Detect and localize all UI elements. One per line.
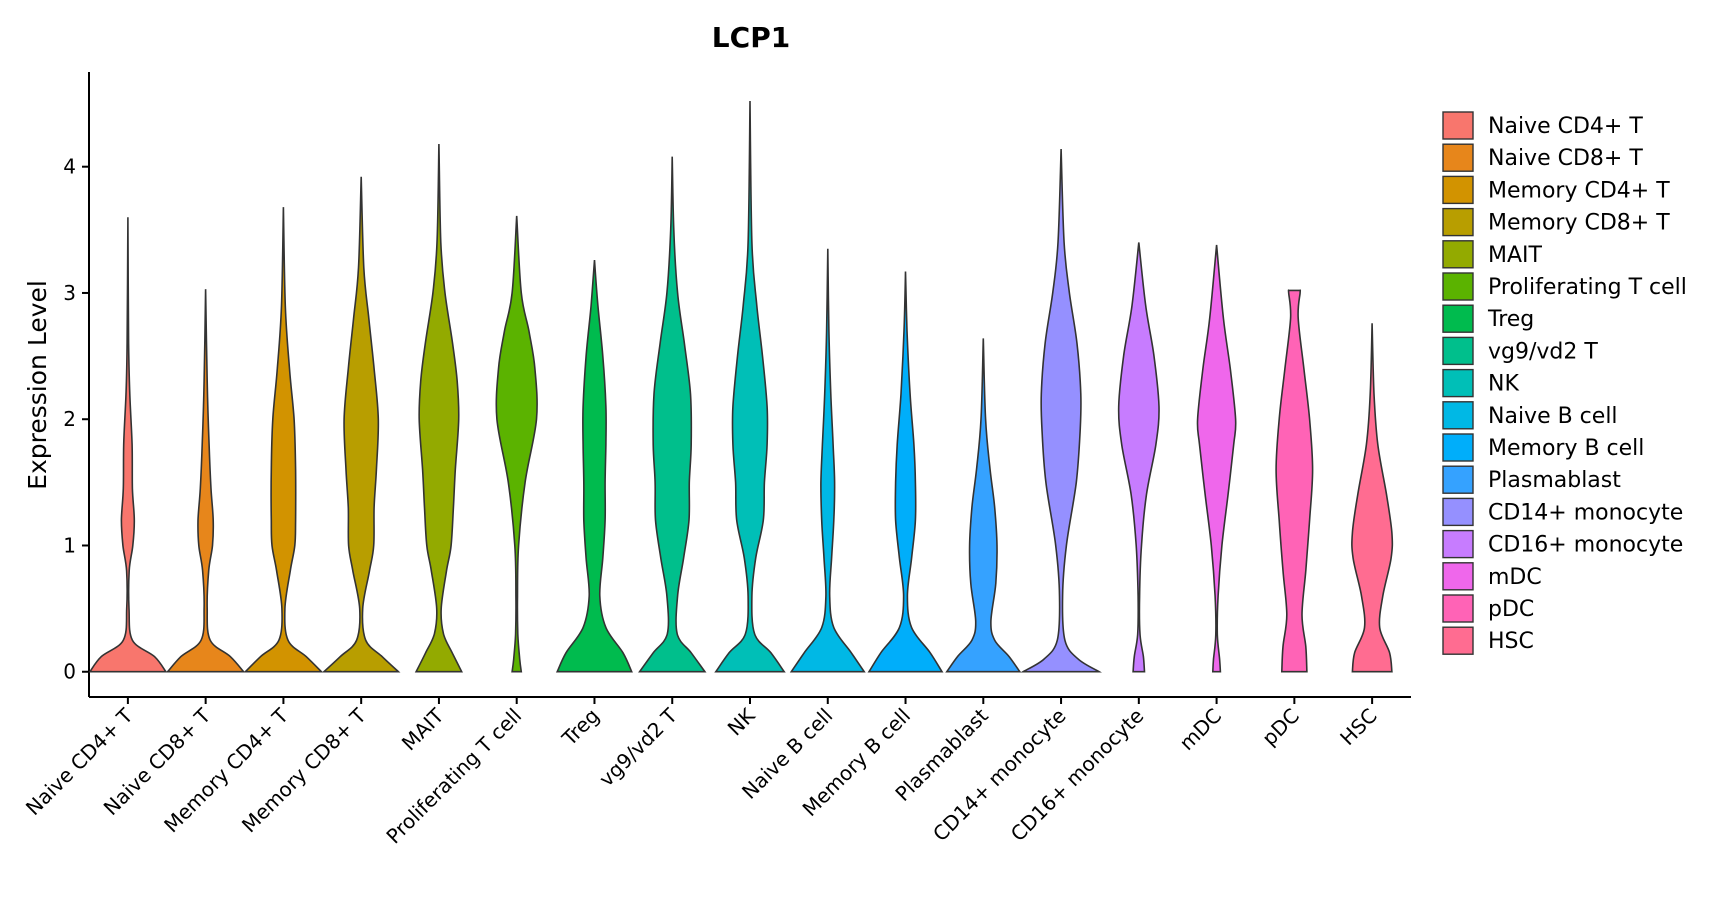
- legend-key: [1442, 562, 1474, 591]
- legend-key: [1442, 207, 1474, 237]
- legend-label: Memory CD4+ T: [1488, 178, 1670, 203]
- legend-key: [1442, 368, 1474, 398]
- violin-14: [1196, 244, 1237, 673]
- y-tick-label: 0: [63, 660, 76, 684]
- x-tick-label: MAIT: [397, 703, 449, 755]
- legend-label: MAIT: [1488, 243, 1543, 268]
- x-tick-label: CD16+ monocyte: [1006, 704, 1149, 847]
- legend-label: pDC: [1488, 597, 1534, 622]
- legend-key: [1442, 175, 1474, 205]
- violin-16: [1351, 323, 1394, 673]
- violin-8: [714, 100, 786, 673]
- legend-key: [1442, 111, 1474, 140]
- x-tick-label: Proliferating T cell: [381, 704, 526, 849]
- legend-label: Memory CD8+ T: [1488, 211, 1670, 236]
- legend-label: Naive CD8+ T: [1488, 146, 1643, 171]
- legend-key: [1442, 465, 1474, 494]
- legend-key: [1442, 304, 1474, 333]
- legend-label: HSC: [1488, 629, 1534, 654]
- legend-key: [1442, 594, 1474, 623]
- legend-label: NK: [1488, 372, 1519, 397]
- violin-9: [789, 248, 866, 673]
- violin-10: [867, 271, 944, 673]
- legend-label: Memory B cell: [1488, 436, 1644, 461]
- legend-label: Naive CD4+ T: [1488, 114, 1643, 139]
- violin-7: [638, 156, 707, 673]
- violin-15: [1275, 289, 1314, 673]
- legend-label: Proliferating T cell: [1488, 275, 1687, 300]
- legend-label: mDC: [1488, 565, 1542, 590]
- legend-key: [1442, 497, 1474, 527]
- legend-key: [1442, 401, 1474, 430]
- chart-title: LCP1: [712, 21, 790, 54]
- y-axis-label: Expression Level: [23, 280, 52, 490]
- legend-key: [1442, 529, 1474, 559]
- y-tick-label: 2: [63, 407, 76, 431]
- legend-label: Plasmablast: [1488, 468, 1621, 493]
- legend-label: vg9/vd2 T: [1488, 339, 1598, 364]
- violin-6: [555, 260, 633, 673]
- y-tick-label: 1: [63, 533, 76, 557]
- legend-label: Treg: [1487, 307, 1534, 332]
- legend-key: [1442, 626, 1474, 655]
- x-tick-label: mDC: [1175, 704, 1227, 756]
- y-tick-label: 4: [63, 155, 76, 179]
- x-tick-label: pDC: [1257, 704, 1304, 751]
- legend-label: Naive B cell: [1488, 404, 1618, 429]
- x-tick-label: NK: [723, 703, 760, 740]
- x-tick-label: CD14+ monocyte: [928, 704, 1071, 847]
- legend-key: [1442, 240, 1474, 269]
- violin-0: [88, 217, 168, 673]
- violin-12: [1020, 148, 1102, 673]
- legend-key: [1442, 336, 1474, 366]
- violin-4: [414, 143, 463, 673]
- violin-2: [243, 207, 324, 673]
- violin-11: [945, 338, 1022, 673]
- legend: Naive CD4+ T Naive CD8+ T Memory CD4+ T Mem…: [1442, 111, 1687, 655]
- violin-1: [165, 289, 246, 673]
- legend-key: [1442, 143, 1474, 172]
- legend-label: CD14+ monocyte: [1488, 500, 1683, 525]
- x-tick-label: vg9/vd2 T: [594, 703, 682, 791]
- x-tick-label: Treg: [557, 704, 604, 751]
- violin-5: [495, 215, 538, 673]
- legend-key: [1442, 433, 1474, 462]
- legend-key: [1442, 272, 1474, 301]
- violin-3: [321, 176, 401, 673]
- x-tick-label: HSC: [1335, 704, 1381, 750]
- y-tick-label: 3: [63, 281, 76, 305]
- legend-label: CD16+ monocyte: [1488, 533, 1683, 558]
- violin-13: [1117, 242, 1160, 673]
